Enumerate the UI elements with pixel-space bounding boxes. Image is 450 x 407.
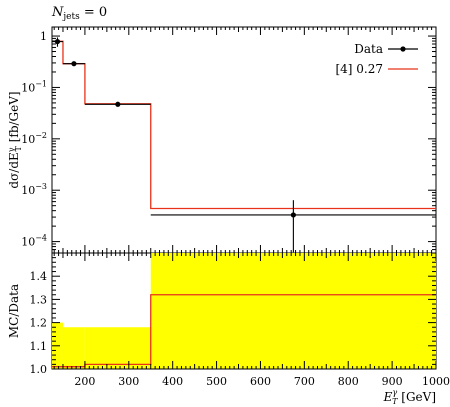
main-plot-frame	[51, 26, 437, 254]
main-ylabel: dσ/dEγT [fb/GeV]	[7, 91, 23, 188]
x-axis-label: Eγ T [GeV]	[383, 388, 436, 406]
ratio-band-2	[84, 327, 151, 369]
ratio-y-tick-label-1: 1.1	[30, 340, 48, 353]
main-step	[52, 40, 436, 210]
x-tick-label-1: 300	[118, 375, 139, 388]
data-point-3	[290, 212, 296, 218]
x-tick-label-3: 500	[206, 375, 227, 388]
x-tick-label-5: 700	[294, 375, 315, 388]
main-points	[52, 37, 436, 253]
legend-data-marker	[400, 46, 406, 52]
ratio-y-tick-label-3: 1.3	[30, 293, 48, 306]
axes: 200 300 400 500 600 700 800 900 1000 1 10−1 10−2 10−…	[21, 27, 450, 388]
model-step-line	[52, 40, 436, 210]
ratio-y-tick-label-4: 1.4	[30, 270, 48, 283]
x-tick-label-4: 600	[250, 375, 271, 388]
ratio-ylabel: MC/Data	[7, 284, 21, 338]
data-point-0	[54, 38, 61, 45]
y-tick-label-3: 10−3	[21, 182, 47, 197]
ratio-y-tick-label-2: 1.2	[30, 317, 48, 330]
ratio-y-tick-label-0: 1.0	[30, 363, 48, 376]
legend-data-label: Data	[354, 42, 383, 56]
y-tick-label-0: 1	[40, 30, 47, 43]
y-tick-label-4: 10−4	[21, 234, 47, 249]
legend-model-label: [4] 0.27	[335, 62, 383, 76]
x-tick-label-2: 400	[162, 375, 183, 388]
x-tick-label-8: 1000	[422, 375, 450, 388]
x-tick-label-6: 800	[338, 375, 359, 388]
y-tick-label-1: 10−1	[21, 79, 47, 94]
ratio-band	[52, 253, 436, 369]
ratio-band-1	[62, 327, 85, 369]
x-tick-label-0: 200	[74, 375, 95, 388]
ratio-band-3	[150, 253, 436, 369]
legend: Data [4] 0.27	[335, 42, 418, 76]
njets-label: Njets = 0	[51, 5, 107, 22]
x-tick-label-7: 900	[382, 375, 403, 388]
data-point-2	[115, 101, 121, 107]
y-tick-label-2: 10−2	[21, 131, 47, 146]
data-point-1	[71, 61, 77, 67]
